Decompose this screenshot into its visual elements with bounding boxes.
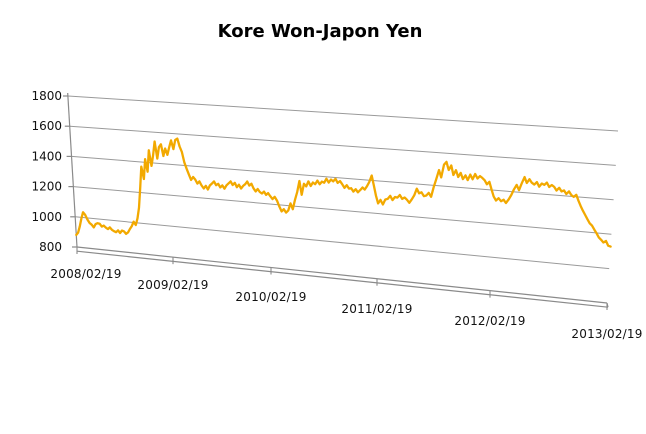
chart-title: Kore Won-Japon Yen <box>218 21 423 42</box>
y-axis-label-1800: 1800 <box>31 89 62 103</box>
x-axis-label-2008: 2008/02/19 <box>50 267 121 281</box>
x-axis-label-2012: 2012/02/19 <box>454 314 525 328</box>
gridline-1400 <box>71 155 614 201</box>
y-axis-label-1200: 1200 <box>31 180 62 194</box>
series-line-won-yen <box>75 137 612 248</box>
x-axis-label-2010: 2010/02/19 <box>235 290 306 304</box>
y-axis-line <box>67 92 78 248</box>
gridlines <box>67 95 619 270</box>
x-axis-labels: 2008/02/19 2009/02/19 2010/02/19 2011/02… <box>50 267 642 341</box>
gridline-1600 <box>69 125 616 166</box>
floor-bottom-edge <box>76 250 609 308</box>
y-axis-label-1400: 1400 <box>31 149 62 163</box>
y-axis-label-800: 800 <box>39 240 62 254</box>
x-axis-label-2009: 2009/02/19 <box>137 278 208 292</box>
y-axis-labels: 1800 1600 1400 1200 1000 800 <box>31 89 62 254</box>
chart-floor <box>76 246 609 310</box>
x-axis-label-2011: 2011/02/19 <box>341 302 412 316</box>
y-axis-label-1000: 1000 <box>31 210 62 224</box>
floor-top-edge <box>76 246 608 304</box>
gridline-1000 <box>75 216 610 270</box>
x-axis-label-2013: 2013/02/19 <box>571 327 642 341</box>
axis-lines <box>63 92 78 248</box>
y-axis-label-1600: 1600 <box>31 119 62 133</box>
gridline-1200 <box>73 186 612 235</box>
gridline-1800 <box>67 95 619 132</box>
